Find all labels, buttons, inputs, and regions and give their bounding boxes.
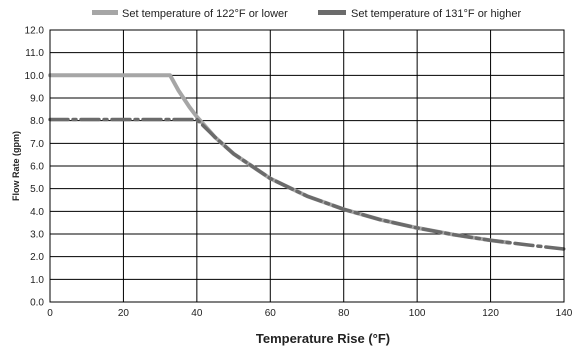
y-tick-label: 2.0 xyxy=(30,252,44,263)
y-tick-label: 7.0 xyxy=(30,139,44,150)
x-tick-label: 120 xyxy=(482,308,499,319)
y-tick-label: 11.0 xyxy=(25,48,44,59)
y-tick-labels: 0.0 1.0 2.0 3.0 4.0 5.0 6.0 7.0 8.0 9.0 10.0 11.0 12… xyxy=(25,26,45,309)
x-tick-label: 140 xyxy=(556,308,573,319)
y-tick-label: 1.0 xyxy=(30,275,44,286)
y-tick-label: 9.0 xyxy=(30,94,44,105)
series-lines xyxy=(48,73,566,251)
legend-label-series-2: Set temperature of 131°F or higher xyxy=(351,8,521,20)
y-tick-label: 0.0 xyxy=(30,298,44,309)
y-tick-label: 4.0 xyxy=(30,207,44,218)
legend-swatch-series-1 xyxy=(92,10,118,15)
x-tick-labels: 0 20 40 60 80 100 120 140 xyxy=(47,308,573,319)
y-axis-title: Flow Rate (gpm) xyxy=(11,131,21,201)
plot-area-border xyxy=(49,29,565,303)
series-line-1 xyxy=(48,73,511,245)
x-tick-label: 0 xyxy=(47,308,53,319)
y-tick-label: 12.0 xyxy=(25,26,45,37)
legend-swatch-series-2 xyxy=(318,10,346,15)
x-tick-label: 60 xyxy=(265,308,277,319)
x-tick-label: 40 xyxy=(191,308,203,319)
grid xyxy=(49,29,565,303)
y-tick-label: 8.0 xyxy=(30,116,44,127)
x-tick-label: 20 xyxy=(118,308,130,319)
y-tick-label: 5.0 xyxy=(30,184,44,195)
x-axis-title: Temperature Rise (°F) xyxy=(256,331,390,346)
legend: Set temperature of 122°F or lower Set te… xyxy=(92,8,521,20)
y-tick-label: 6.0 xyxy=(30,162,44,173)
series-line-2 xyxy=(48,117,566,251)
x-tick-label: 100 xyxy=(409,308,426,319)
legend-label-series-1: Set temperature of 122°F or lower xyxy=(122,8,288,20)
x-tick-label: 80 xyxy=(338,308,350,319)
y-tick-label: 10.0 xyxy=(25,71,45,82)
y-tick-label: 3.0 xyxy=(30,230,44,241)
